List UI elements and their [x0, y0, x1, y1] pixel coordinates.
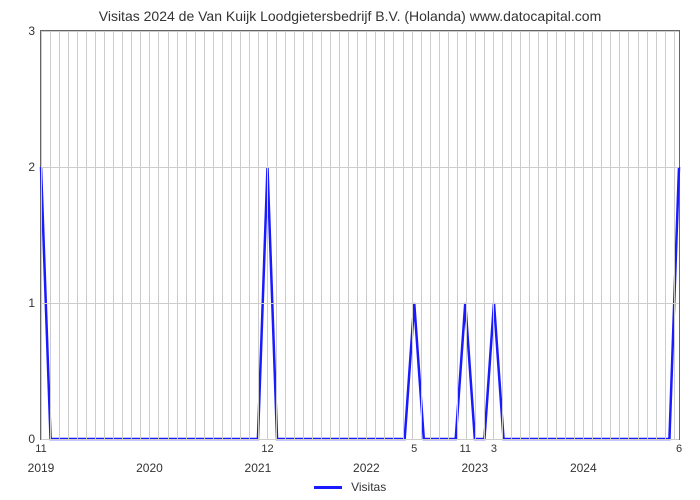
- gridline-v: [231, 31, 232, 439]
- gridline-v: [113, 31, 114, 439]
- y-tick-label: 1: [28, 296, 41, 310]
- gridline-v: [41, 31, 42, 439]
- gridline-v: [574, 31, 575, 439]
- gridline-v: [267, 31, 268, 439]
- gridline-v: [276, 31, 277, 439]
- x-major-label: 2021: [245, 461, 272, 475]
- gridline-v: [195, 31, 196, 439]
- gridline-v: [168, 31, 169, 439]
- gridline-v: [583, 31, 584, 439]
- gridline-v: [303, 31, 304, 439]
- gridline-v: [50, 31, 51, 439]
- plot-area: 0123201920202021202220232024111251136: [40, 30, 680, 440]
- gridline-v: [321, 31, 322, 439]
- gridline-v: [556, 31, 557, 439]
- gridline-v: [285, 31, 286, 439]
- gridline-v: [619, 31, 620, 439]
- gridline-v: [357, 31, 358, 439]
- gridline-v: [177, 31, 178, 439]
- x-point-label: 12: [261, 443, 273, 455]
- gridline-v: [131, 31, 132, 439]
- gridline-v: [592, 31, 593, 439]
- gridline-v: [375, 31, 376, 439]
- gridline-v: [484, 31, 485, 439]
- gridline-v: [86, 31, 87, 439]
- gridline-v: [638, 31, 639, 439]
- y-tick-label: 3: [28, 24, 41, 38]
- x-major-label: 2020: [136, 461, 163, 475]
- gridline-v: [665, 31, 666, 439]
- gridline-v: [511, 31, 512, 439]
- x-major-label: 2024: [570, 461, 597, 475]
- x-major-label: 2023: [461, 461, 488, 475]
- legend-label: Visitas: [351, 480, 386, 494]
- x-point-label: 5: [411, 443, 417, 455]
- gridline-h: [41, 439, 679, 440]
- gridline-v: [140, 31, 141, 439]
- gridline-v: [249, 31, 250, 439]
- gridline-v: [538, 31, 539, 439]
- gridline-v: [430, 31, 431, 439]
- gridline-v: [59, 31, 60, 439]
- gridline-v: [403, 31, 404, 439]
- gridline-v: [628, 31, 629, 439]
- gridline-v: [502, 31, 503, 439]
- gridline-v: [384, 31, 385, 439]
- gridline-v: [466, 31, 467, 439]
- gridline-v: [601, 31, 602, 439]
- gridline-v: [439, 31, 440, 439]
- gridline-v: [149, 31, 150, 439]
- gridline-v: [213, 31, 214, 439]
- y-tick-label: 2: [28, 160, 41, 174]
- x-point-label: 11: [460, 443, 471, 455]
- gridline-v: [647, 31, 648, 439]
- gridline-v: [421, 31, 422, 439]
- gridline-v: [457, 31, 458, 439]
- gridline-v: [330, 31, 331, 439]
- gridline-v: [674, 31, 675, 439]
- gridline-v: [222, 31, 223, 439]
- gridline-v: [529, 31, 530, 439]
- legend: Visitas: [0, 480, 700, 494]
- gridline-v: [366, 31, 367, 439]
- gridline-v: [412, 31, 413, 439]
- chart-title: Visitas 2024 de Van Kuijk Loodgietersbed…: [0, 8, 700, 24]
- gridline-v: [656, 31, 657, 439]
- x-point-label: 3: [491, 443, 497, 455]
- x-major-label: 2019: [28, 461, 55, 475]
- chart-container: Visitas 2024 de Van Kuijk Loodgietersbed…: [0, 0, 700, 500]
- gridline-v: [312, 31, 313, 439]
- gridline-v: [493, 31, 494, 439]
- gridline-v: [294, 31, 295, 439]
- legend-swatch: [314, 486, 342, 489]
- gridline-v: [104, 31, 105, 439]
- gridline-v: [68, 31, 69, 439]
- gridline-v: [95, 31, 96, 439]
- gridline-v: [448, 31, 449, 439]
- gridline-v: [122, 31, 123, 439]
- gridline-v: [204, 31, 205, 439]
- x-point-label: 6: [676, 443, 682, 455]
- gridline-v: [348, 31, 349, 439]
- x-point-label: 11: [35, 443, 46, 455]
- gridline-v: [339, 31, 340, 439]
- gridline-v: [240, 31, 241, 439]
- gridline-v: [186, 31, 187, 439]
- gridline-v: [547, 31, 548, 439]
- gridline-v: [565, 31, 566, 439]
- gridline-v: [520, 31, 521, 439]
- gridline-v: [258, 31, 259, 439]
- gridline-v: [393, 31, 394, 439]
- gridline-v: [158, 31, 159, 439]
- gridline-v: [610, 31, 611, 439]
- gridline-v: [475, 31, 476, 439]
- gridline-v: [77, 31, 78, 439]
- x-major-label: 2022: [353, 461, 380, 475]
